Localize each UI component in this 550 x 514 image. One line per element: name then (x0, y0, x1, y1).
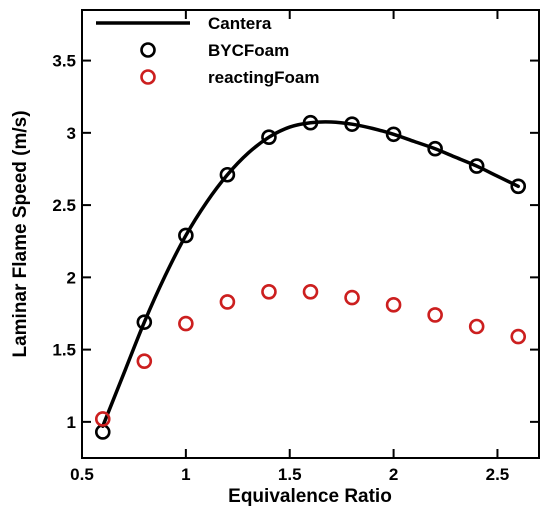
data-point-bycfoam (302, 114, 319, 131)
y-tick-label: 1 (67, 413, 76, 432)
x-tick-label: 1 (181, 465, 190, 484)
legend-swatch-marker (140, 69, 156, 85)
data-point-reactingfoam (344, 289, 360, 306)
legend: Cantera BYCFoam reactingFoam (96, 14, 319, 87)
data-point-bycfoam (468, 158, 485, 174)
x-tick-label: 2 (389, 465, 398, 484)
data-point-reactingfoam (178, 315, 194, 332)
legend-label-reactingfoam: reactingFoam (208, 68, 319, 87)
data-point-bycfoam (385, 126, 402, 143)
series-line-cantera (101, 120, 520, 428)
axis-ticks: 0.5 1 1.5 2 2.5 1 1.5 2 2.5 3 3.5 (52, 10, 539, 484)
data-point-bycfoam (178, 227, 194, 244)
y-tick-label: 2.5 (52, 196, 76, 215)
legend-label-bycfoam: BYCFoam (208, 41, 289, 60)
data-point-bycfoam (344, 116, 360, 132)
data-point-reactingfoam (468, 318, 485, 335)
plot-frame (81, 9, 540, 459)
data-point-reactingfoam (136, 353, 153, 369)
series-layer (94, 114, 527, 440)
y-tick-label: 3.5 (52, 52, 76, 71)
data-point-reactingfoam (261, 284, 277, 300)
legend-swatch-marker (140, 42, 156, 58)
legend-label-cantera: Cantera (208, 14, 272, 33)
data-point-reactingfoam (302, 284, 319, 300)
y-tick-label: 2 (67, 268, 76, 287)
data-point-reactingfoam (219, 294, 236, 310)
data-point-bycfoam (219, 166, 236, 183)
x-axis-title: Equivalence Ratio (228, 486, 392, 507)
data-point-reactingfoam (385, 297, 402, 313)
data-point-reactingfoam (427, 307, 443, 323)
data-point-bycfoam (427, 140, 443, 157)
data-point-reactingfoam (510, 328, 527, 345)
data-point-bycfoam (510, 178, 527, 195)
data-point-reactingfoam (94, 411, 111, 427)
x-tick-label: 2.5 (486, 465, 510, 484)
x-tick-label: 0.5 (70, 465, 94, 484)
y-tick-label: 3 (67, 124, 76, 143)
x-tick-label: 1.5 (278, 465, 302, 484)
y-axis-title: Laminar Flame Speed (m/s) (10, 110, 31, 357)
y-tick-label: 1.5 (52, 341, 76, 360)
data-point-bycfoam (136, 314, 153, 330)
data-point-bycfoam (261, 129, 277, 145)
